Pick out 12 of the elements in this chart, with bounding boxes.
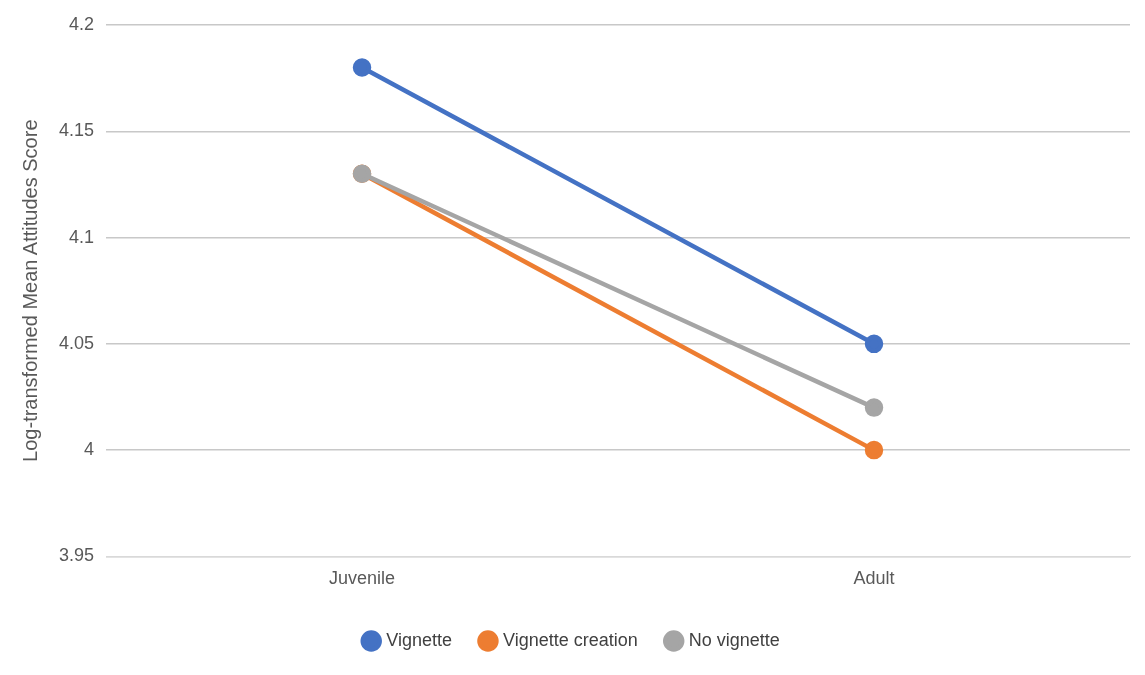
x-tick-label: Juvenile	[329, 568, 396, 589]
y-tick-label: 4.1	[69, 226, 95, 247]
x-tick-label: Adult	[853, 568, 895, 589]
y-tick-label: 3.95	[58, 545, 95, 566]
y-tick-label: 4.05	[58, 332, 95, 353]
y-tick-label: 4.2	[69, 13, 95, 34]
y-axis-title: Log-transformed Mean Attitudes Score	[18, 119, 41, 462]
legend-label: Vignette	[386, 629, 452, 650]
legend-label: No vignette	[688, 629, 780, 650]
y-tick-label: 4.15	[58, 120, 95, 141]
y-tick-label: 4	[84, 439, 95, 460]
legend-label: Vignette creation	[502, 629, 638, 650]
